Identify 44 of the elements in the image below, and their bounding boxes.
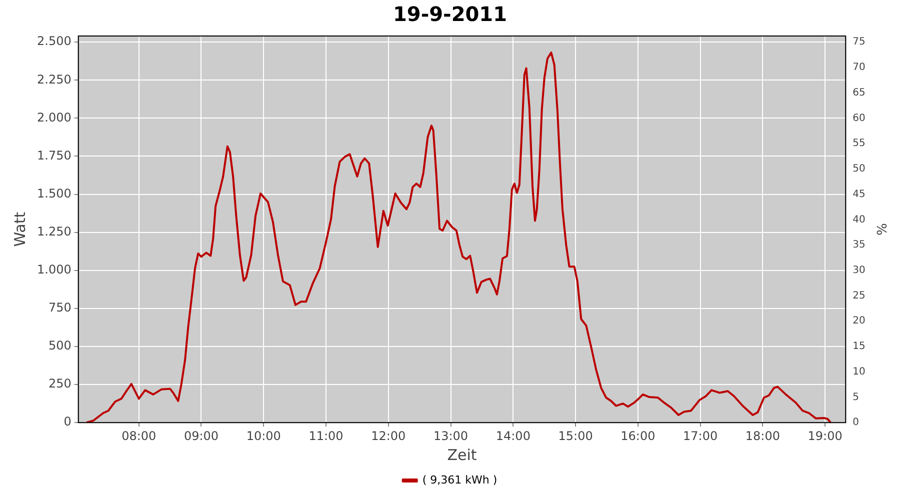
y-tick-label: 1.750: [36, 148, 72, 162]
y-tick-label: 750: [48, 300, 72, 315]
legend-label: ( 9,361 kWh ): [422, 473, 498, 486]
chart-title: 19-9-2011: [392, 2, 508, 26]
x-tick-label: 10:00: [246, 428, 281, 443]
y2-tick-label: 20: [852, 316, 866, 327]
y2-tick-label: 50: [852, 164, 866, 175]
x-tick-label: 19:00: [808, 428, 842, 443]
x-axis-title: Zeit: [447, 446, 477, 464]
y2-tick-label: 75: [852, 36, 866, 48]
y-axis-title: Watt: [10, 212, 29, 247]
y-tick-label: 250: [48, 376, 72, 391]
x-tick-label: 08:00: [122, 428, 156, 443]
y-tick-label: 1.000: [36, 262, 72, 277]
x-tick-label: 18:00: [745, 428, 780, 443]
x-tick-label: 12:00: [371, 428, 406, 443]
y-tick-label: 2.000: [36, 110, 72, 124]
y-tick-label: 1.500: [36, 186, 72, 200]
y2-tick-label: 15: [852, 341, 866, 352]
x-tick-label: 14:00: [496, 428, 530, 443]
y2-tick-label: 35: [852, 240, 866, 251]
x-tick-label: 09:00: [184, 428, 219, 443]
y2-tick-label: 0: [852, 417, 860, 428]
y2-tick-label: 40: [852, 214, 866, 226]
y2-tick-label: 30: [852, 264, 866, 276]
y-tick-label: 0: [64, 414, 72, 429]
y-tick-label: 2.250: [36, 72, 72, 86]
y2-tick-label: 10: [852, 366, 866, 378]
x-tick-label: 15:00: [558, 428, 593, 443]
y-tick-label: 1.250: [36, 224, 72, 238]
y2-tick-label: 55: [852, 138, 866, 150]
y2-axis-title: %: [872, 223, 888, 236]
y2-tick-label: 45: [852, 188, 866, 200]
x-tick-label: 11:00: [308, 428, 344, 443]
y-tick-label: 2.500: [36, 34, 72, 48]
y2-tick-label: 70: [852, 62, 866, 74]
y2-tick-label: 65: [852, 87, 866, 98]
x-tick-label: 16:00: [620, 428, 656, 443]
y2-tick-label: 60: [852, 112, 866, 124]
y2-tick-label: 25: [852, 290, 866, 302]
x-tick-label: 13:00: [433, 428, 468, 443]
x-tick-label: 17:00: [683, 428, 718, 443]
y2-tick-label: 5: [852, 392, 860, 403]
y-tick-label: 500: [48, 338, 72, 353]
